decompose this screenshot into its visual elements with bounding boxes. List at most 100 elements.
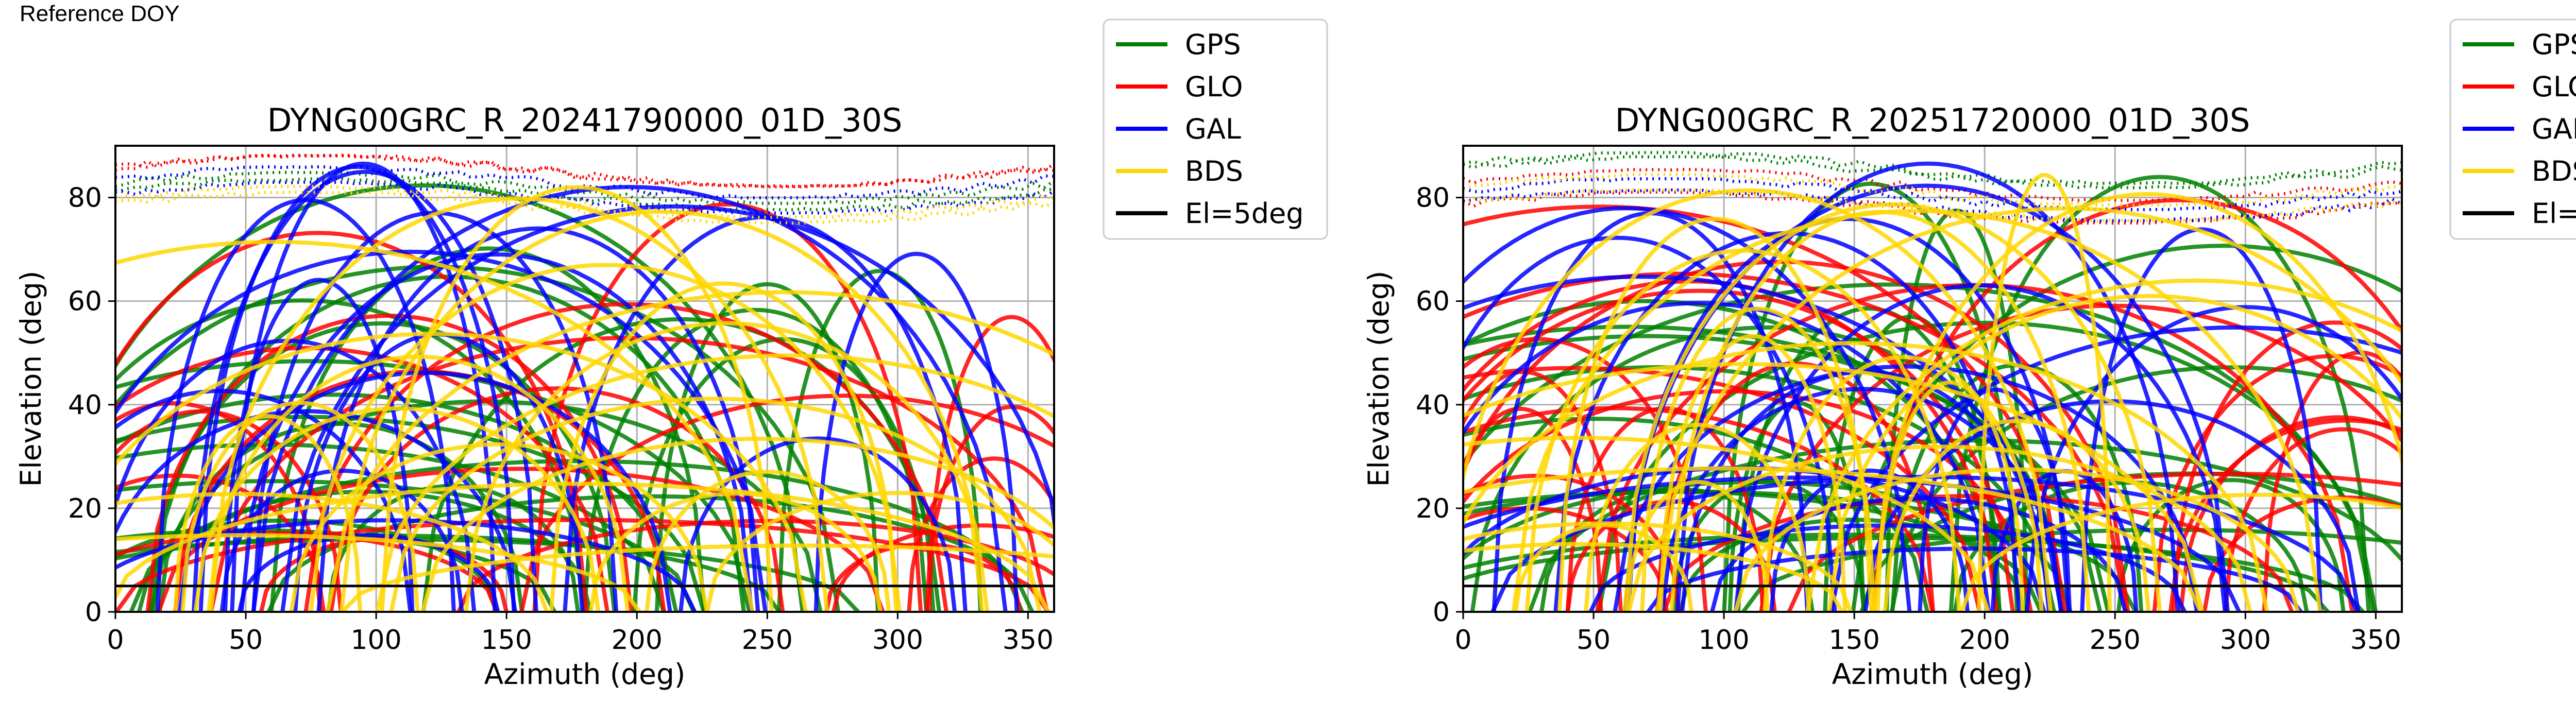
x-tick-label: 150	[1829, 625, 1880, 656]
y-tick-label: 60	[68, 286, 102, 317]
satellite-track	[115, 409, 517, 612]
satellite-track	[1622, 202, 2162, 612]
satellite-track	[237, 533, 500, 612]
y-tick-label: 20	[1416, 493, 1450, 524]
satellite-track	[207, 354, 630, 612]
satellite-track	[2171, 320, 2402, 612]
satellite-track	[588, 491, 883, 612]
legend-entry: GLO	[1185, 71, 1243, 103]
satellite-track	[115, 401, 323, 612]
satellite-track	[326, 290, 1054, 612]
satellite-track	[927, 315, 1054, 612]
satellite-track-high	[115, 190, 1054, 225]
x-axis-label: Azimuth (deg)	[484, 658, 686, 691]
satellite-track	[1658, 334, 1848, 612]
y-tick-label: 0	[85, 597, 102, 628]
satellite-track	[1463, 370, 1623, 612]
legend-entry: BDS	[2532, 155, 2576, 187]
satellite-track	[1513, 523, 1694, 612]
satellite-track	[1875, 380, 2025, 612]
satellite-track	[251, 184, 1008, 612]
satellite-track	[1463, 436, 1990, 612]
satellite-track	[1625, 479, 1770, 612]
satellite-track	[1463, 406, 1935, 612]
satellite-track-high	[1463, 151, 2402, 185]
satellite-track	[1769, 468, 1970, 612]
axes-frame	[1462, 145, 2403, 613]
satellite-track	[1463, 466, 2203, 612]
legend-entry: GAL	[1185, 113, 1241, 145]
satellite-track	[289, 442, 709, 612]
x-tick-label: 350	[2350, 625, 2401, 656]
satellite-track	[1959, 492, 2402, 612]
x-tick-label: 150	[481, 625, 532, 656]
satellite-track	[329, 386, 785, 612]
legend-entry: GAL	[2532, 113, 2576, 145]
satellite-track-high	[115, 185, 1054, 219]
satellite-track	[1626, 444, 2252, 612]
satellite-track	[1463, 473, 1682, 612]
legend-entry: GPS	[2532, 28, 2576, 61]
x-tick-label: 100	[350, 625, 401, 656]
satellite-track	[173, 414, 363, 612]
satellite-track	[1463, 341, 2269, 612]
satellite-track	[814, 251, 1019, 612]
satellite-track	[129, 459, 1024, 612]
satellite-track	[115, 492, 549, 612]
satellite-track	[193, 406, 601, 612]
legend-entry: El=5deg	[2532, 197, 2576, 230]
satellite-track	[157, 467, 885, 612]
satellite-track	[1463, 301, 1991, 612]
satellite-track	[1827, 294, 2402, 612]
legend-entry: GLO	[2532, 71, 2576, 103]
satellite-track	[115, 359, 752, 612]
y-axis-label: Elevation (deg)	[1362, 271, 1395, 487]
legend-entry: BDS	[1185, 155, 1243, 187]
y-tick-label: 20	[68, 493, 102, 524]
satellite-track	[1463, 288, 2015, 612]
y-axis-label: Elevation (deg)	[14, 271, 47, 487]
satellite-track-high	[115, 154, 1054, 188]
y-tick-label: 60	[1416, 286, 1450, 317]
y-tick-label: 80	[68, 183, 102, 214]
satellite-track	[1463, 275, 2064, 612]
satellite-track	[341, 543, 1054, 612]
satellite-track	[309, 263, 902, 612]
y-tick-label: 40	[68, 390, 102, 421]
satellite-track	[464, 321, 990, 612]
satellite-track-high	[115, 153, 1054, 188]
satellite-track	[1511, 209, 2323, 612]
satellite-track	[115, 409, 343, 612]
chart-title: DYNG00GRC_R_20251720000_01D_30S	[1615, 101, 2250, 139]
skyplot-chart-2024: 0 50 100 150 200 250 300 350 0 20 40 60 80 DYNG00GRC_…	[14, 19, 1328, 691]
axes-frame	[114, 145, 1055, 613]
satellite-track	[1640, 306, 1876, 612]
x-tick-label: 200	[612, 625, 663, 656]
satellite-track	[1463, 366, 1982, 612]
satellite-track	[1463, 475, 2241, 612]
x-tick-label: 300	[872, 625, 923, 656]
satellite-track	[1646, 546, 2303, 612]
legend: GPS GLO GAL BDS El=5deg	[2449, 19, 2576, 240]
legend-box	[1103, 19, 1328, 240]
x-axis-label: Azimuth (deg)	[1832, 658, 2033, 691]
y-tick-label: 0	[1433, 597, 1450, 628]
legend-entry: GPS	[1185, 28, 1241, 61]
satellite-track	[1463, 204, 2067, 612]
satellite-track	[389, 397, 1042, 612]
satellite-track	[115, 239, 755, 612]
x-tick-label: 200	[1959, 625, 2010, 656]
satellite-track	[115, 482, 1050, 612]
satellite-track	[549, 281, 899, 612]
x-tick-label: 50	[229, 625, 263, 656]
series-bds	[115, 185, 1054, 612]
satellite-track	[1871, 198, 2402, 612]
legend: GPS GLO GAL BDS El=5deg	[1103, 19, 1328, 240]
x-tick-label: 250	[742, 625, 793, 656]
satellite-track	[2178, 415, 2402, 612]
satellite-track	[705, 491, 1054, 612]
satellite-track	[1463, 235, 1837, 612]
x-tick-label: 300	[2220, 625, 2271, 656]
x-tick-label: 250	[2090, 625, 2141, 656]
